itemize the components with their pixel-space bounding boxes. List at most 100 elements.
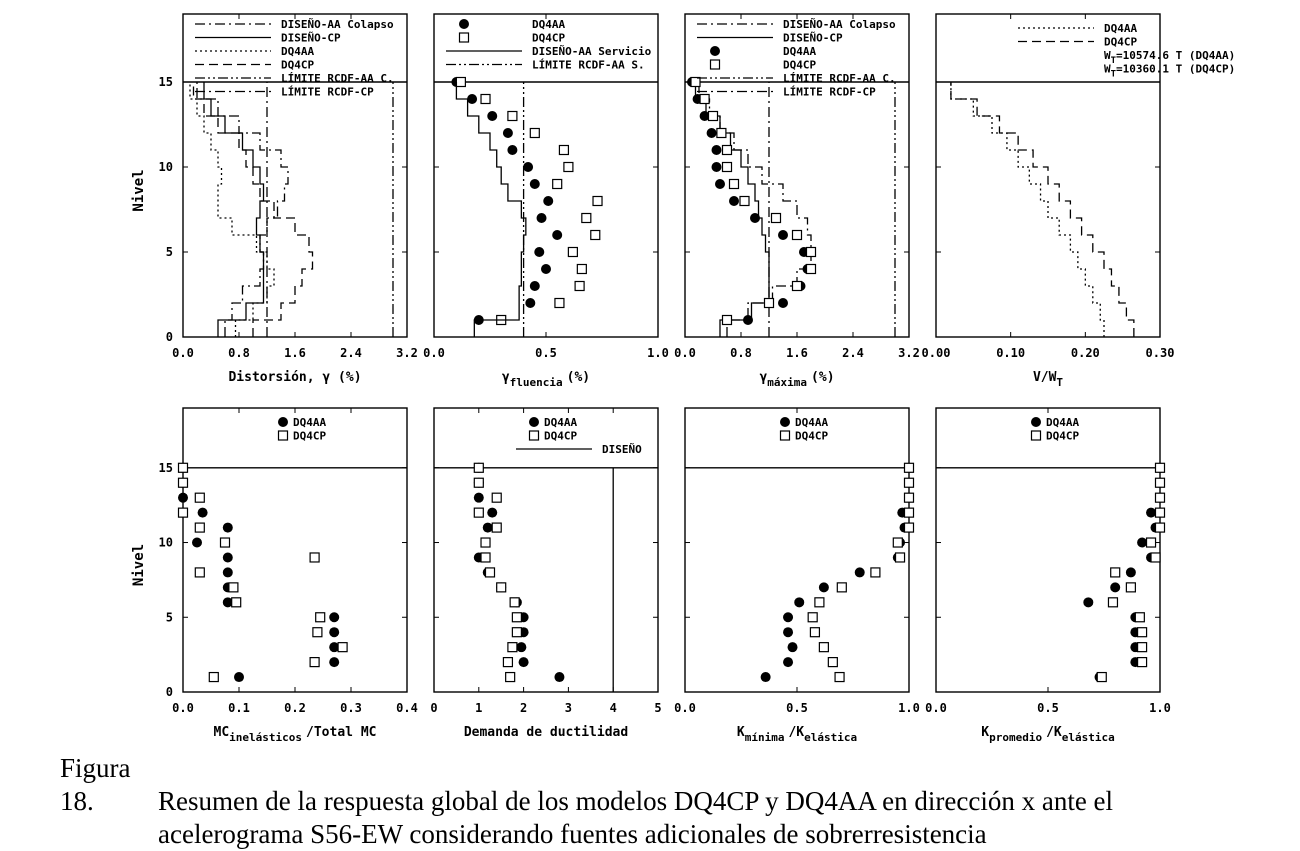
point-dq4aa [329,642,340,653]
point-dq4cp [1136,642,1148,653]
point-dq4cp [1150,552,1161,563]
point-dq4cp [194,522,205,533]
point-dq4cp [721,314,733,326]
point-dq4aa [473,492,484,503]
legend-label: DISEÑO-AA Colapso [783,18,896,31]
legend-note-part: =10360.1 T (DQ4CP) [1116,63,1235,76]
legend-marker [779,430,791,441]
point-dq4aa [778,230,788,240]
x-axis-label-part: inelásticos [229,731,302,744]
point-dq4cp [763,297,775,309]
x-axis-label: Kpromedio/Kelástica [981,725,1114,744]
legend-marker [710,46,720,56]
x-tick-label: 2.4 [340,346,362,360]
point-dq4aa [729,196,739,206]
x-axis-label-part: V/W [1033,370,1057,385]
point-dq4cp [894,552,906,563]
point-dq4cp [834,671,845,683]
plot-frame [433,407,659,693]
point-dq4cp [770,212,782,224]
point-dq4cp [1154,522,1166,533]
point-dq4cp [473,462,484,473]
point-dq4aa [222,567,233,578]
y-tick-label: 10 [159,160,173,174]
point-dq4cp [480,552,491,563]
point-dq4cp [309,552,320,563]
point-dq4aa [706,128,717,138]
x-axis-label-part: γ [502,370,510,385]
legend-marker [1031,417,1041,427]
legend-label: DQ4CP [1046,430,1079,443]
legend-label: DQ4AA [1046,416,1079,429]
x-tick-label: 3 [565,701,572,715]
point-dq4cp [574,280,585,292]
point-dq4aa [554,672,565,683]
point-dq4cp [836,582,847,593]
point-dq4cp [809,627,821,638]
point-dq4cp [208,671,219,683]
caption-line-1: Resumen de la respuesta global de los mo… [158,786,1114,816]
x-tick-label: 0.3 [340,701,362,715]
legend-marker [277,430,289,441]
legend-label: DQ4CP [281,59,314,72]
point-dq4cp [590,229,601,241]
legend-note-part: T [1111,56,1117,66]
legend-label: DQ4AA [281,45,314,58]
legend-label: LÍMITE RCDF-AA C. [281,72,394,85]
x-axis-label-part: fluencia [510,376,563,389]
point-dq4aa [502,128,513,138]
point-dq4cp [194,567,205,578]
series-line-dq4aa [950,82,1105,337]
x-tick-label: 0.0 [674,346,696,360]
x-axis-label-part: K [981,725,989,740]
point-dq4cp [903,507,915,518]
point-dq4aa [487,507,498,518]
point-dq4cp [903,462,915,473]
point-dq4cp [716,127,727,139]
point-dq4aa [552,230,563,240]
legend-note-part: =10574.6 T (DQ4AA) [1116,49,1235,62]
point-dq4cp [511,627,522,638]
x-tick-label: 1.6 [284,346,306,360]
legend-marker [528,430,540,441]
point-dq4cp [903,492,915,503]
x-tick-label: 0.00 [922,346,951,360]
point-dq4cp [480,93,491,105]
point-dq4cp [791,229,803,241]
point-dq4cp [1154,477,1166,488]
x-tick-label: 1.0 [1149,701,1171,715]
point-dq4cp [1154,507,1166,518]
figure-caption: Figura 18. Resumen de la respuesta global… [60,752,1290,851]
legend-marker [459,19,469,29]
legend-label: DISEÑO-AA Servicio [532,45,652,58]
point-dq4cp [870,567,881,578]
x-axis-label-part: Demanda de ductilidad [464,725,628,740]
point-dq4cp [892,537,903,548]
legend-note: WT=10574.6 T (DQ4AA) [1104,49,1235,66]
point-dq4cp [1134,612,1145,623]
x-axis-label: γmáxima (%) [759,370,834,389]
point-dq4aa [329,657,340,668]
panel-p3: 0.0 0.8 1.6 2.4 3.2 γmáxima (%) DISEÑO-AA Colap… [674,13,920,389]
point-dq4cp [529,127,540,139]
legend-label: LÍMITE RCDF-CP [281,86,374,99]
point-dq4aa [529,179,540,189]
point-dq4cp [312,627,323,638]
x-tick-label: 0.0 [172,346,194,360]
point-dq4cp [805,263,817,275]
point-dq4aa [715,179,725,189]
point-dq4aa [787,642,798,653]
point-dq4aa [536,213,547,223]
point-dq4aa [197,507,208,518]
point-dq4aa [711,145,722,155]
x-tick-label: 1.6 [786,346,808,360]
point-dq4cp [581,212,592,224]
x-tick-label: 0.1 [228,701,250,715]
point-dq4cp [315,612,326,623]
point-dq4aa [818,582,829,593]
point-dq4cp [827,657,838,668]
